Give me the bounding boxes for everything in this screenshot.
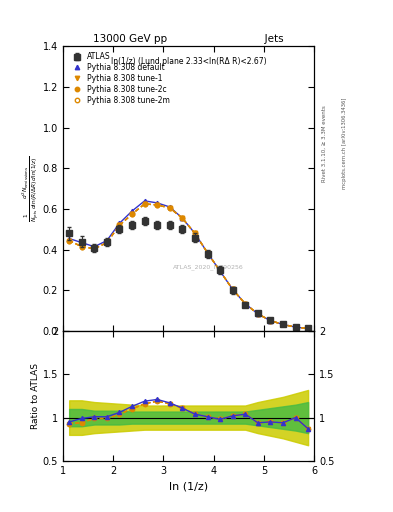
Pythia 8.308 tune-2c: [130, 211, 134, 217]
Pythia 8.308 default: [67, 236, 72, 242]
Pythia 8.308 tune-1: [268, 317, 273, 324]
Pythia 8.308 tune-2c: [230, 286, 235, 292]
Pythia 8.308 tune-2m: [193, 230, 197, 237]
Text: Rivet 3.1.10, ≥ 3.3M events: Rivet 3.1.10, ≥ 3.3M events: [322, 105, 327, 182]
Pythia 8.308 tune-2m: [205, 250, 210, 256]
Pythia 8.308 default: [255, 311, 260, 317]
Title: 13000 GeV pp                              Jets: 13000 GeV pp Jets: [93, 34, 284, 44]
Pythia 8.308 tune-2m: [130, 211, 134, 217]
Pythia 8.308 tune-1: [243, 301, 248, 307]
Pythia 8.308 default: [105, 238, 109, 244]
Pythia 8.308 tune-2m: [218, 268, 222, 274]
Pythia 8.308 tune-1: [306, 326, 310, 332]
Pythia 8.308 tune-1: [142, 201, 147, 207]
Pythia 8.308 tune-2c: [105, 240, 109, 246]
Pythia 8.308 tune-2m: [79, 244, 84, 250]
Pythia 8.308 tune-1: [193, 230, 197, 237]
Pythia 8.308 default: [180, 215, 185, 221]
Text: ln(1/z) (Lund plane 2.33<ln(RΔ R)<2.67): ln(1/z) (Lund plane 2.33<ln(RΔ R)<2.67): [111, 57, 266, 67]
Pythia 8.308 tune-2m: [268, 317, 273, 324]
Pythia 8.308 tune-2c: [67, 238, 72, 244]
Pythia 8.308 tune-2m: [117, 222, 122, 228]
Pythia 8.308 tune-1: [167, 205, 172, 211]
Pythia 8.308 tune-2m: [67, 238, 72, 244]
Pythia 8.308 tune-2c: [79, 244, 84, 250]
Y-axis label: Ratio to ATLAS: Ratio to ATLAS: [31, 363, 40, 429]
Pythia 8.308 default: [243, 301, 248, 307]
Pythia 8.308 default: [92, 244, 97, 250]
Pythia 8.308 default: [230, 286, 235, 292]
Y-axis label: $\frac{1}{N_{\mathrm{jets}}}\frac{d^2 N_{\mathrm{emissions}}}{d\ln(R/\Delta R)\,: $\frac{1}{N_{\mathrm{jets}}}\frac{d^2 N_…: [21, 156, 41, 222]
Pythia 8.308 tune-2c: [92, 246, 97, 252]
Pythia 8.308 tune-2m: [105, 240, 109, 246]
Pythia 8.308 tune-2m: [155, 202, 160, 208]
Pythia 8.308 tune-2c: [193, 230, 197, 237]
Pythia 8.308 tune-2c: [218, 268, 222, 274]
Pythia 8.308 tune-1: [180, 215, 185, 221]
Pythia 8.308 tune-2c: [155, 202, 160, 208]
Pythia 8.308 default: [205, 250, 210, 256]
Pythia 8.308 tune-1: [117, 222, 122, 228]
Pythia 8.308 tune-2m: [243, 301, 248, 307]
X-axis label: ln (1/z): ln (1/z): [169, 481, 208, 491]
Pythia 8.308 tune-2c: [243, 301, 248, 307]
Pythia 8.308 tune-2m: [180, 215, 185, 221]
Pythia 8.308 tune-2c: [117, 222, 122, 228]
Pythia 8.308 tune-2c: [281, 322, 285, 328]
Pythia 8.308 tune-1: [79, 244, 84, 250]
Pythia 8.308 tune-1: [230, 286, 235, 292]
Pythia 8.308 default: [268, 317, 273, 324]
Pythia 8.308 tune-2c: [205, 250, 210, 256]
Pythia 8.308 default: [155, 200, 160, 206]
Pythia 8.308 default: [218, 268, 222, 274]
Pythia 8.308 tune-2c: [142, 201, 147, 207]
Pythia 8.308 tune-2m: [230, 286, 235, 292]
Line: Pythia 8.308 tune-2c: Pythia 8.308 tune-2c: [67, 202, 310, 331]
Pythia 8.308 tune-2c: [268, 317, 273, 324]
Pythia 8.308 default: [306, 326, 310, 332]
Pythia 8.308 tune-2m: [255, 311, 260, 317]
Pythia 8.308 tune-1: [255, 311, 260, 317]
Pythia 8.308 tune-2m: [281, 322, 285, 328]
Pythia 8.308 default: [142, 198, 147, 204]
Pythia 8.308 tune-1: [218, 268, 222, 274]
Pythia 8.308 default: [281, 322, 285, 328]
Pythia 8.308 tune-1: [155, 202, 160, 208]
Pythia 8.308 tune-2c: [306, 326, 310, 332]
Line: Pythia 8.308 default: Pythia 8.308 default: [67, 199, 310, 331]
Pythia 8.308 tune-1: [130, 211, 134, 217]
Legend: ATLAS, Pythia 8.308 default, Pythia 8.308 tune-1, Pythia 8.308 tune-2c, Pythia 8: ATLAS, Pythia 8.308 default, Pythia 8.30…: [67, 50, 173, 107]
Pythia 8.308 tune-2m: [293, 324, 298, 330]
Pythia 8.308 tune-1: [67, 238, 72, 244]
Pythia 8.308 default: [130, 208, 134, 214]
Pythia 8.308 tune-1: [92, 246, 97, 252]
Line: Pythia 8.308 tune-2m: Pythia 8.308 tune-2m: [67, 202, 310, 331]
Line: Pythia 8.308 tune-1: Pythia 8.308 tune-1: [67, 202, 310, 331]
Pythia 8.308 default: [293, 324, 298, 330]
Pythia 8.308 default: [193, 230, 197, 237]
Pythia 8.308 tune-2m: [306, 326, 310, 332]
Text: ATLAS_2020_I1790256: ATLAS_2020_I1790256: [173, 265, 244, 270]
Text: mcplots.cern.ch [arXiv:1306.3436]: mcplots.cern.ch [arXiv:1306.3436]: [342, 98, 347, 189]
Pythia 8.308 default: [167, 204, 172, 210]
Pythia 8.308 tune-1: [293, 324, 298, 330]
Pythia 8.308 tune-2c: [167, 205, 172, 211]
Pythia 8.308 tune-1: [281, 322, 285, 328]
Pythia 8.308 tune-2c: [180, 215, 185, 221]
Pythia 8.308 default: [117, 220, 122, 226]
Pythia 8.308 tune-2c: [255, 311, 260, 317]
Pythia 8.308 tune-2c: [293, 324, 298, 330]
Pythia 8.308 default: [79, 240, 84, 246]
Pythia 8.308 tune-2m: [167, 205, 172, 211]
Pythia 8.308 tune-2m: [142, 201, 147, 207]
Pythia 8.308 tune-1: [205, 250, 210, 256]
Pythia 8.308 tune-1: [105, 240, 109, 246]
Pythia 8.308 tune-2m: [92, 246, 97, 252]
